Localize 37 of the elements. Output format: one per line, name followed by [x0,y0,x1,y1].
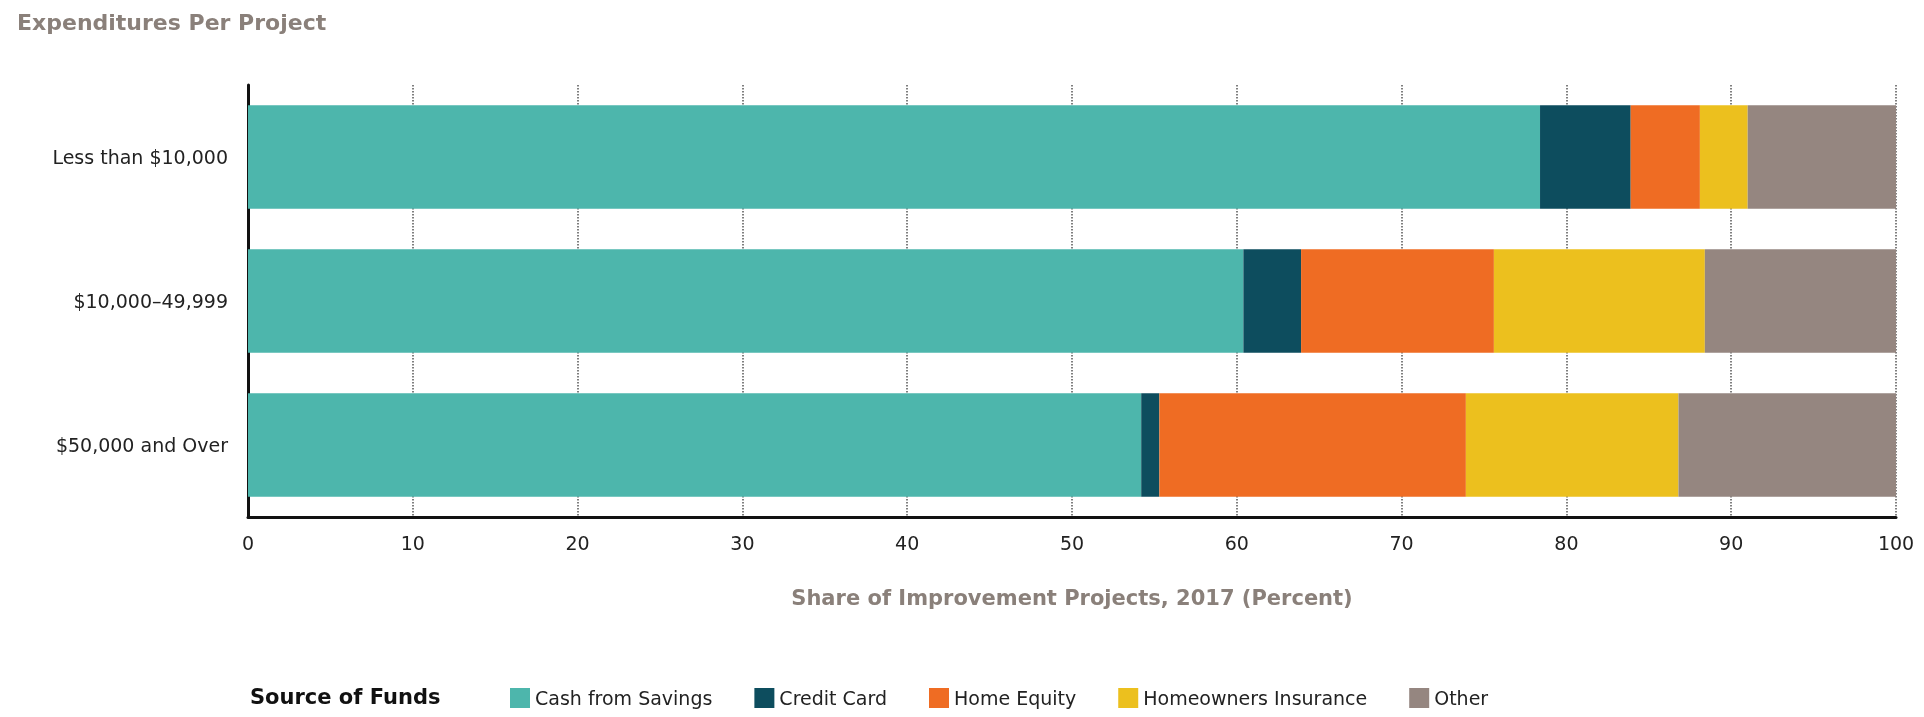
bar [1465,393,1679,497]
legend-title: Source of Funds [250,684,441,709]
bar [248,393,1142,497]
bar [1159,393,1466,497]
legend-label: Other [1434,687,1489,709]
bar [1699,105,1748,209]
x-tick-label: 20 [565,531,590,554]
x-tick-label: 10 [400,531,425,554]
y-tick-label: $50,000 and Over [55,434,229,456]
x-tick-label: 90 [1719,531,1744,554]
x-tick-label: 40 [895,531,920,554]
x-tick-label: 30 [730,531,755,554]
bar [1704,249,1896,353]
bar [1678,393,1896,497]
bar [1747,105,1896,209]
x-tick-label: 100 [1877,531,1915,554]
legend-label: Homeowners Insurance [1143,687,1368,709]
bar [248,249,1244,353]
bar [1301,249,1494,353]
legend-label: Home Equity [954,687,1077,709]
chart-title: Expenditures Per Project [17,9,327,35]
bar [1540,105,1631,209]
legend-label: Credit Card [779,687,888,709]
bar [1141,393,1160,497]
bar [248,105,1541,209]
y-tick-label: Less than $10,000 [52,146,228,168]
x-tick-label: 80 [1554,531,1579,554]
bar [1493,249,1705,353]
x-axis-title: Share of Improvement Projects, 2017 (Percent) [791,585,1353,610]
x-tick-label: 50 [1059,531,1085,554]
bar [1243,249,1302,353]
x-tick-label: 60 [1224,531,1249,554]
y-tick-label: $10,000–49,999 [73,290,228,312]
legend-label: Cash from Savings [535,687,713,709]
x-tick-label: 0 [241,531,255,554]
bar [1630,105,1700,209]
x-tick-label: 70 [1389,531,1414,554]
